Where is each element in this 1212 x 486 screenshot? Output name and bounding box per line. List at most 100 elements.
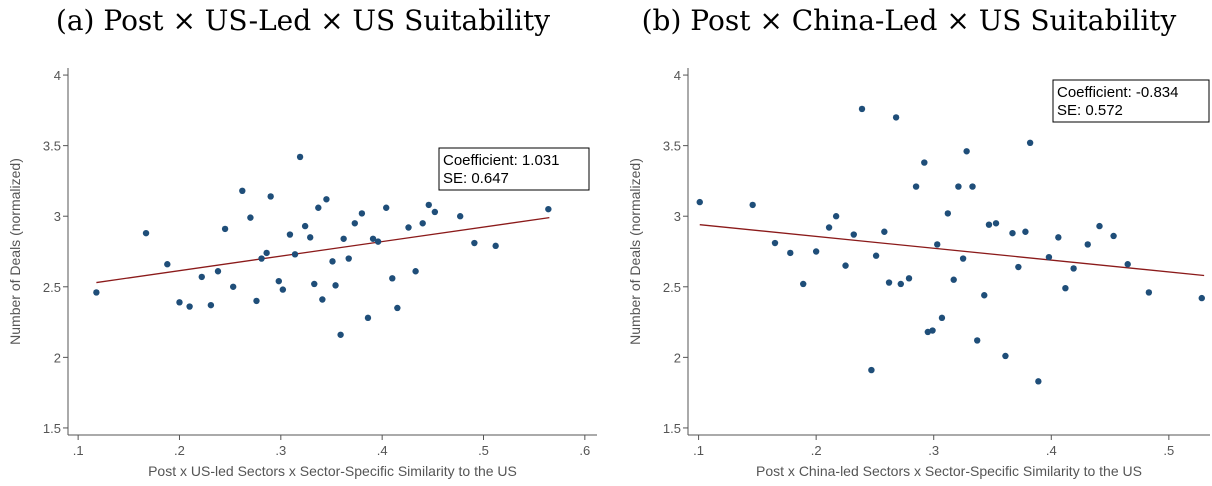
data-point bbox=[858, 105, 866, 113]
data-point bbox=[383, 204, 390, 211]
data-point bbox=[358, 210, 366, 217]
y-tick-label: 1.5 bbox=[43, 421, 61, 436]
data-point bbox=[1145, 289, 1153, 296]
data-point bbox=[892, 114, 900, 121]
chart-panel-a: (a) Post × US-Led × US Suitability 1.5 2 2… bbox=[7, 4, 597, 479]
data-point bbox=[850, 231, 857, 238]
data-point bbox=[881, 228, 888, 235]
x-tick-label: .2 bbox=[174, 443, 185, 458]
data-point bbox=[176, 299, 183, 306]
data-point bbox=[319, 296, 326, 303]
data-point bbox=[1055, 234, 1062, 241]
data-point bbox=[950, 276, 957, 283]
chart-title: (b) Post × China-Led × US Suitability bbox=[641, 4, 1177, 37]
data-point bbox=[842, 262, 849, 269]
data-point bbox=[985, 221, 993, 228]
data-point bbox=[412, 268, 419, 275]
y-tick-label: 2 bbox=[674, 350, 681, 365]
data-point bbox=[214, 268, 222, 275]
data-point bbox=[471, 239, 478, 247]
y-tick-label: 1.5 bbox=[663, 421, 681, 436]
data-point bbox=[332, 282, 339, 289]
data-point bbox=[1096, 222, 1103, 230]
data-point bbox=[1084, 241, 1091, 248]
annotation-text: Coefficient: 1.031 bbox=[443, 152, 559, 169]
chart-title: (a) Post × US-Led × US Suitability bbox=[55, 4, 551, 37]
data-point bbox=[492, 242, 499, 250]
data-point bbox=[345, 255, 352, 262]
data-point bbox=[897, 280, 904, 288]
data-point bbox=[959, 255, 967, 262]
data-point bbox=[221, 225, 229, 233]
data-point bbox=[963, 148, 970, 155]
x-axis-label: Post x US-led Sectors x Sector-Specific … bbox=[148, 463, 517, 479]
data-point bbox=[749, 201, 756, 209]
data-point bbox=[239, 187, 246, 195]
data-point bbox=[337, 331, 344, 338]
data-point bbox=[787, 249, 794, 257]
data-point bbox=[329, 258, 336, 265]
x-tick-label: .4 bbox=[1046, 443, 1057, 458]
y-tick-label: 2.5 bbox=[43, 280, 61, 295]
data-point bbox=[974, 337, 981, 344]
data-point bbox=[389, 275, 396, 282]
data-point bbox=[394, 304, 401, 312]
data-point bbox=[263, 249, 270, 257]
data-point bbox=[315, 204, 322, 211]
data-point bbox=[253, 297, 260, 305]
x-tick-label: .3 bbox=[275, 443, 286, 458]
data-point bbox=[832, 213, 840, 220]
data-point bbox=[885, 279, 893, 286]
data-point bbox=[267, 193, 274, 200]
data-point bbox=[186, 303, 193, 310]
data-point bbox=[1015, 263, 1022, 271]
data-point bbox=[1124, 261, 1131, 268]
x-tick-label: .6 bbox=[579, 443, 590, 458]
fit-line bbox=[699, 224, 1205, 277]
data-point bbox=[291, 251, 299, 258]
data-point bbox=[545, 205, 552, 213]
y-axis-label: Number of Deals (normalized) bbox=[7, 158, 23, 345]
data-point bbox=[164, 261, 171, 268]
y-tick-label: 3 bbox=[674, 209, 681, 224]
data-point bbox=[1045, 253, 1053, 261]
y-tick-label: 3.5 bbox=[663, 139, 681, 154]
data-point bbox=[1035, 378, 1042, 385]
data-point bbox=[825, 224, 833, 231]
data-point bbox=[992, 220, 1000, 227]
x-axis-label: Post x China-led Sectors x Sector-Specif… bbox=[756, 463, 1142, 479]
data-point bbox=[955, 183, 962, 190]
data-point bbox=[279, 286, 287, 293]
y-axis-label: Number of Deals (normalized) bbox=[627, 158, 643, 345]
data-point bbox=[981, 292, 988, 299]
data-point bbox=[247, 214, 254, 221]
data-point bbox=[374, 238, 382, 245]
data-point bbox=[1022, 228, 1029, 235]
y-tick-label: 4 bbox=[54, 68, 61, 83]
data-point bbox=[296, 153, 304, 161]
data-point bbox=[93, 289, 100, 296]
data-point bbox=[771, 239, 779, 247]
annotation-text: Coefficient: -0.834 bbox=[1057, 84, 1178, 101]
x-tick-label: .5 bbox=[1163, 443, 1174, 458]
data-point bbox=[1009, 229, 1016, 237]
data-point bbox=[1062, 285, 1069, 292]
data-point bbox=[351, 220, 358, 227]
chart-panel-b: (b) Post × China-Led × US Suitability 1.… bbox=[606, 0, 1212, 486]
data-point bbox=[340, 235, 347, 242]
data-point bbox=[425, 201, 432, 209]
x-tick-label: .1 bbox=[693, 443, 704, 458]
data-point bbox=[1002, 352, 1009, 360]
data-point bbox=[969, 183, 976, 190]
data-point bbox=[1026, 139, 1034, 147]
x-tick-label: .5 bbox=[478, 443, 489, 458]
data-point bbox=[431, 208, 439, 216]
data-point bbox=[258, 255, 265, 262]
data-point bbox=[868, 366, 875, 374]
data-point bbox=[207, 301, 215, 309]
y-tick-label: 2.5 bbox=[663, 280, 681, 295]
data-point bbox=[198, 273, 205, 281]
data-point bbox=[1070, 265, 1077, 272]
data-point bbox=[800, 280, 807, 288]
data-point bbox=[275, 277, 282, 285]
